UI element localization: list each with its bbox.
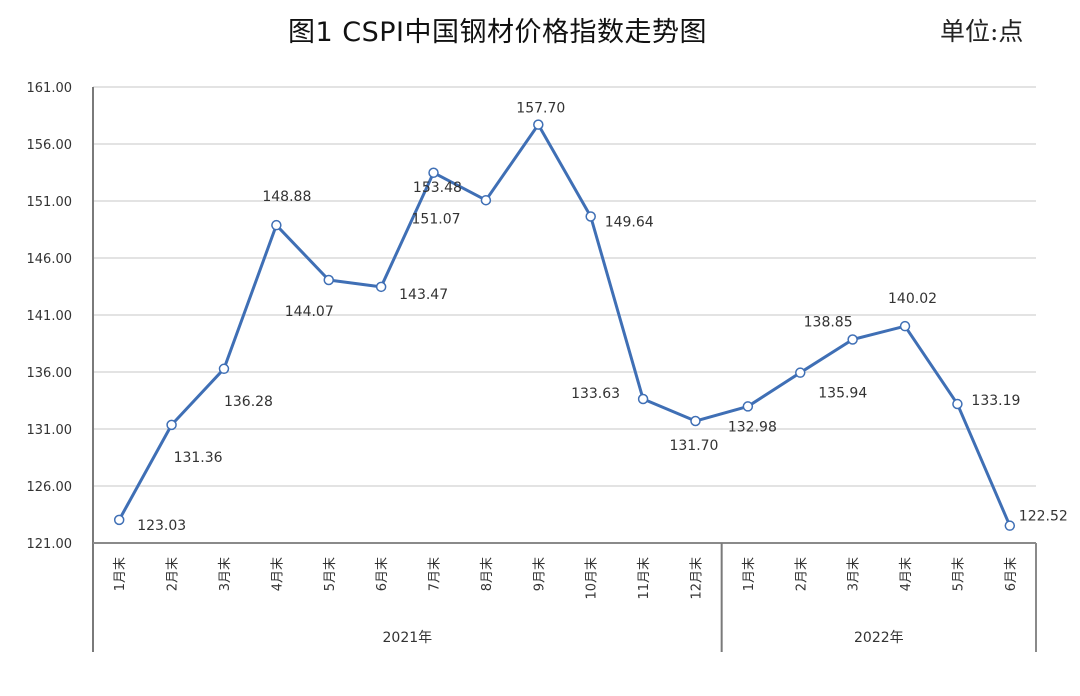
x-category-label: 4月末 [899, 557, 914, 591]
data-point-marker [585, 211, 596, 222]
data-label: 133.63 [571, 386, 620, 402]
data-point-marker [952, 398, 963, 410]
y-tick-label: 161.00 [27, 81, 73, 96]
data-point-marker [690, 415, 701, 427]
x-category-label: 2月末 [794, 557, 809, 591]
data-point-marker [1004, 520, 1016, 531]
data-point-marker [375, 281, 387, 293]
data-label: 144.07 [285, 304, 334, 320]
data-point-marker [271, 219, 282, 231]
data-point-marker [218, 363, 230, 375]
y-tick-label: 136.00 [27, 366, 73, 381]
x-axis-categories: 1月末 2月末 3月末 4月末 5月末 6月末 7月末 8月末 9月末 10月末 11月末 12月末 1… [113, 557, 1019, 600]
x-category-label: 4月末 [270, 557, 285, 591]
x-category-label: 1月末 [113, 557, 128, 591]
x-category-label: 9月末 [532, 557, 547, 591]
data-point-marker [323, 274, 334, 286]
data-series [113, 119, 1016, 531]
data-label: 140.02 [888, 291, 937, 307]
x-category-label: 6月末 [1004, 557, 1019, 591]
y-tick-label: 156.00 [27, 138, 73, 153]
unit-label: 单位:点 [940, 17, 1024, 46]
series-line [117, 123, 1012, 527]
data-label: 149.64 [605, 215, 654, 231]
data-point-marker [795, 367, 806, 378]
data-label: 122.52 [1019, 509, 1068, 525]
x-category-label: 11月末 [637, 557, 652, 600]
x-category-label: 5月末 [951, 557, 966, 591]
data-labels: 123.03 131.36 136.28 148.88 144.07 143.47 151.… [137, 101, 1068, 534]
year-group-label: 2021年 [383, 630, 433, 646]
data-point-marker [428, 167, 439, 178]
y-tick-label: 141.00 [27, 309, 73, 324]
data-point-marker [637, 393, 649, 405]
data-label: 143.47 [399, 287, 448, 303]
data-point-marker [166, 419, 177, 431]
data-label: 157.70 [516, 101, 565, 117]
y-axis-ticks: 161.00 156.00 151.00 146.00 141.00 136.00 131.… [27, 81, 73, 552]
data-point-marker [480, 194, 492, 206]
data-point-marker [113, 514, 125, 526]
data-label: 131.36 [174, 450, 223, 466]
gridlines [93, 86, 1036, 487]
x-category-label: 3月末 [218, 557, 233, 591]
data-label: 123.03 [137, 518, 186, 534]
year-group-label: 2022年 [854, 630, 904, 646]
x-category-label: 5月末 [323, 557, 338, 591]
data-label: 131.70 [669, 438, 718, 454]
x-category-label: 12月末 [689, 557, 704, 600]
data-label: 135.94 [818, 386, 867, 402]
x-category-label: 8月末 [480, 557, 495, 591]
x-category-label: 10月末 [585, 557, 600, 600]
chart-title: 图1 CSPI中国钢材价格指数走势图 [288, 17, 707, 48]
data-label: 133.19 [971, 393, 1020, 409]
x-category-label: 3月末 [847, 557, 862, 591]
data-label: 136.28 [224, 394, 273, 410]
data-point-marker [533, 119, 544, 130]
y-tick-label: 121.00 [27, 537, 73, 552]
x-category-label: 2月末 [166, 557, 181, 591]
data-point-marker [742, 401, 754, 412]
x-category-label: 7月末 [428, 557, 443, 591]
data-label: 151.07 [412, 212, 461, 228]
y-tick-label: 146.00 [27, 252, 73, 267]
axes [92, 87, 1037, 652]
data-label: 132.98 [728, 419, 777, 435]
data-label: 138.85 [804, 315, 853, 331]
y-tick-label: 151.00 [27, 195, 73, 210]
x-category-label: 1月末 [742, 557, 757, 591]
y-tick-label: 131.00 [27, 423, 73, 438]
x-axis-year-groups: 2021年 2022年 [383, 543, 904, 652]
data-label: 153.48 [413, 180, 462, 196]
data-point-marker [847, 334, 858, 345]
data-point-marker [899, 320, 911, 332]
data-label: 148.88 [262, 189, 311, 205]
y-tick-label: 126.00 [27, 480, 73, 495]
x-category-label: 6月末 [375, 557, 390, 591]
